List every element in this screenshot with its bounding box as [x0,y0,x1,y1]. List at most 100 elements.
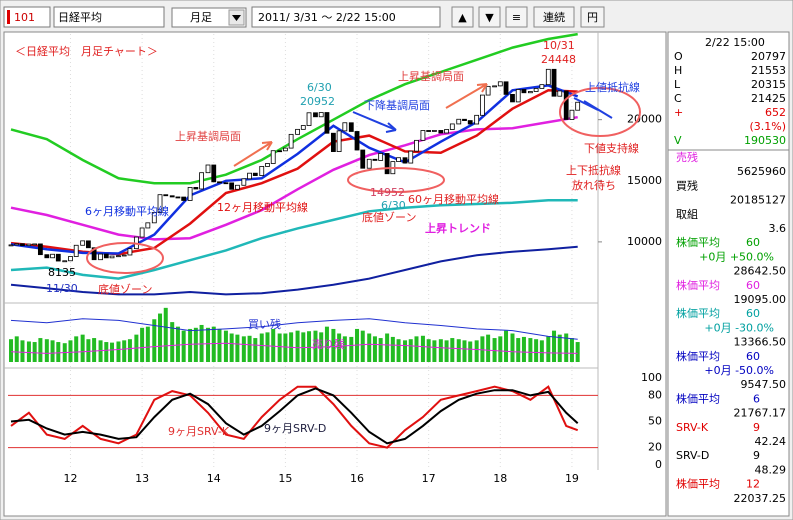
volume-bar [498,336,503,362]
annotation: 10/31 [543,39,575,52]
volume-bar [564,333,569,362]
panel-time: 2/22 15:00 [705,36,765,49]
volume-bar [140,327,145,362]
volume-bar [247,335,252,362]
continuous-button[interactable] [533,6,575,28]
volume-bar [110,342,115,362]
candle [241,178,247,186]
candle [438,130,444,134]
volume-bar [223,330,228,362]
annotation: 11/30 [46,282,78,295]
candle [80,240,86,246]
candle [295,128,300,135]
name-box[interactable] [53,6,165,28]
volume-bar [283,333,288,362]
series-label: 12ヶ月移動平均線 [217,200,308,214]
period-select[interactable] [171,7,247,28]
y-tick-label: 0 [655,458,662,471]
range: 2011/ 3/31 ～ 2/22 15:00 [258,11,396,24]
candle [330,132,336,152]
candle [402,157,408,164]
candle [252,172,258,176]
toolbar: 101 日経平均 月足 2011/ 3/31 ～ 2/22 15:00 ▲ ▼ … [3,6,605,28]
annotations: ＜日経平均 月足チャート＞ 上昇基調局面 上昇基調局面 下降基調局面 上値抵抗線… [15,39,640,438]
menu-button[interactable] [505,6,528,28]
candle [98,253,103,261]
candle [44,254,50,259]
decorations [86,83,641,274]
candle [396,157,401,163]
item-label: 株価平均 [676,235,720,249]
volume-bar [170,322,175,362]
down-button[interactable] [478,6,501,28]
candle [306,112,312,126]
code-box[interactable] [3,6,51,28]
volume-bar [44,339,49,362]
range-box[interactable] [251,6,441,28]
volume-bar [158,313,163,362]
candle [193,187,199,190]
annotation: 14952 [370,186,405,199]
candle [91,247,97,261]
candle [384,153,390,175]
yen-button[interactable] [580,6,605,28]
volume-bar [86,339,91,362]
item-label: 買残 [676,178,698,192]
candle [68,256,73,262]
candle [372,158,378,161]
arrow [233,141,273,167]
quote-label: + [674,106,683,119]
volume-bar [420,335,425,362]
volume-bar [68,340,73,362]
annotation: 8135 [48,266,76,279]
quote-value: 652 [765,106,786,119]
x-tick-label: 15 [278,472,292,485]
ma-line [10,115,578,241]
candle [444,129,449,134]
candle [157,194,163,213]
candle [62,260,68,263]
volume-bar [360,330,365,362]
series-label: 9ヶ月SRV-K [168,425,230,438]
volume-bar [575,342,580,362]
item-value: 21767.17 [734,407,787,420]
button-label: 連続 [543,10,565,24]
volume-bar [414,336,419,362]
up-button[interactable] [451,6,474,28]
volume-bar [32,342,37,362]
candle [288,133,294,149]
item-param: 9 [753,449,760,462]
volume-bar [456,339,461,362]
volume-bar [534,339,539,362]
candle [569,109,575,120]
item-sub: +0月 -30.0% [704,321,774,334]
quote-value: 190530 [744,134,786,147]
volume-bar [468,341,473,362]
quote-value: 21553 [751,64,786,77]
annotation: 上昇基調局面 [398,69,464,83]
volume-bar [313,330,318,362]
candle [121,254,127,257]
candle [169,195,175,198]
volume-bar [444,340,449,362]
volume-bar [331,328,336,362]
y-tick-label: 50 [648,415,662,428]
item-param: 6 [753,392,760,405]
candle [73,244,79,257]
candle [426,130,432,132]
volume-bar [211,326,216,362]
volume-bar [241,336,246,362]
candle [282,147,288,152]
x-tick-label: 17 [422,472,436,485]
candle [205,164,211,174]
volume-bar [188,328,193,362]
candle [85,240,91,249]
candle [360,149,366,169]
candle [259,166,265,176]
name: 日経平均 [58,11,102,24]
annotation: 上値抵抗線 [585,80,640,94]
volume-bar [193,327,198,362]
volume-bar [56,342,61,362]
arrow [445,83,488,109]
